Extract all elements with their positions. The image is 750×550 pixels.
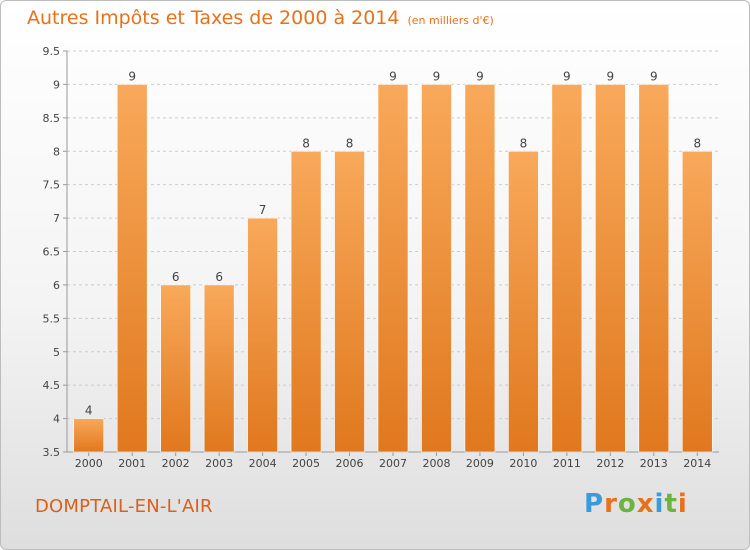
location-name: DOMPTAIL-EN-L'AIR — [35, 496, 213, 517]
bar-2013 — [638, 84, 670, 453]
chart-title: Autres Impôts et Taxes de 2000 à 2014 (en… — [27, 7, 494, 29]
y-tick-label: 4 — [53, 413, 60, 426]
data-label: 9 — [476, 69, 484, 83]
x-tick-label: 2005 — [292, 457, 320, 470]
chart-unit: (en milliers d'€) — [407, 14, 494, 27]
y-tick-label: 6 — [53, 279, 60, 292]
y-tick-label: 5.5 — [43, 312, 61, 325]
data-label: 8 — [346, 136, 354, 150]
chart-title-text: Autres Impôts et Taxes de 2000 à 2014 — [27, 7, 400, 29]
bars — [73, 84, 713, 453]
y-tick-label: 7 — [53, 212, 60, 225]
proxiti-logo: Proxiti — [584, 489, 688, 519]
bar-2008 — [421, 84, 452, 453]
data-label: 9 — [389, 69, 397, 83]
x-tick-label: 2008 — [422, 457, 450, 470]
logo-letter: i — [654, 489, 665, 519]
y-tick-label: 8.5 — [43, 112, 61, 125]
y-tick-label: 7.5 — [43, 179, 61, 192]
data-label: 8 — [693, 136, 701, 150]
data-label: 9 — [607, 69, 615, 83]
bar-2007 — [377, 84, 409, 453]
y-tick-label: 8 — [53, 145, 60, 158]
x-tick-label: 2004 — [249, 457, 277, 470]
data-label: 8 — [520, 136, 528, 150]
bar-2002 — [160, 284, 191, 453]
bar-2014 — [681, 150, 713, 453]
logo-letter: x — [636, 489, 655, 519]
logo-letter: i — [677, 489, 688, 519]
data-label: 9 — [128, 69, 136, 83]
data-label: 9 — [650, 69, 658, 83]
axes: 3.5 4 4.5 5 5.5 6 6.5 7 7.5 8 8.5 9 9.5 2000 2001 2002 2… — [43, 45, 719, 470]
y-tick-label: 4.5 — [43, 379, 61, 392]
x-tick-label: 2003 — [205, 457, 233, 470]
bar-2006 — [334, 150, 365, 453]
x-tick-label: 2014 — [683, 457, 711, 470]
bar-2000 — [73, 418, 105, 453]
bar-2003 — [203, 284, 235, 453]
x-tick-label: 2010 — [509, 457, 537, 470]
y-tick-label: 3.5 — [43, 446, 61, 459]
bar-2001 — [116, 84, 148, 453]
x-tick-label: 2000 — [75, 457, 103, 470]
data-labels: 4 9 6 6 7 8 8 9 9 9 8 9 9 9 8 — [85, 69, 701, 417]
x-tick-label: 2001 — [118, 457, 146, 470]
data-label: 4 — [85, 404, 93, 418]
data-label: 9 — [563, 69, 571, 83]
bar-2009 — [464, 84, 496, 453]
logo-letter: P — [584, 489, 605, 519]
data-label: 7 — [259, 203, 267, 217]
bar-2004 — [247, 217, 278, 453]
x-tick-label: 2009 — [466, 457, 494, 470]
data-label: 9 — [433, 69, 441, 83]
y-tick-label: 5 — [53, 346, 60, 359]
y-tick-label: 6.5 — [43, 246, 61, 259]
x-tick-label: 2006 — [336, 457, 364, 470]
x-tick-label: 2013 — [640, 457, 668, 470]
bar-2011 — [551, 84, 583, 453]
data-label: 8 — [302, 136, 310, 150]
y-tick-label: 9.5 — [43, 45, 61, 58]
logo-letter: t — [664, 489, 678, 519]
x-tick-label: 2012 — [596, 457, 624, 470]
x-tick-label: 2011 — [553, 457, 581, 470]
bar-2012 — [595, 84, 626, 453]
data-label: 6 — [215, 270, 223, 284]
logo-letter: r — [604, 489, 618, 519]
data-label: 6 — [172, 270, 180, 284]
logo-letter: o — [617, 489, 637, 519]
bar-2005 — [290, 150, 322, 453]
x-tick-label: 2002 — [162, 457, 190, 470]
bar-2010 — [508, 150, 539, 453]
y-tick-label: 9 — [53, 78, 60, 91]
x-tick-label: 2007 — [379, 457, 407, 470]
